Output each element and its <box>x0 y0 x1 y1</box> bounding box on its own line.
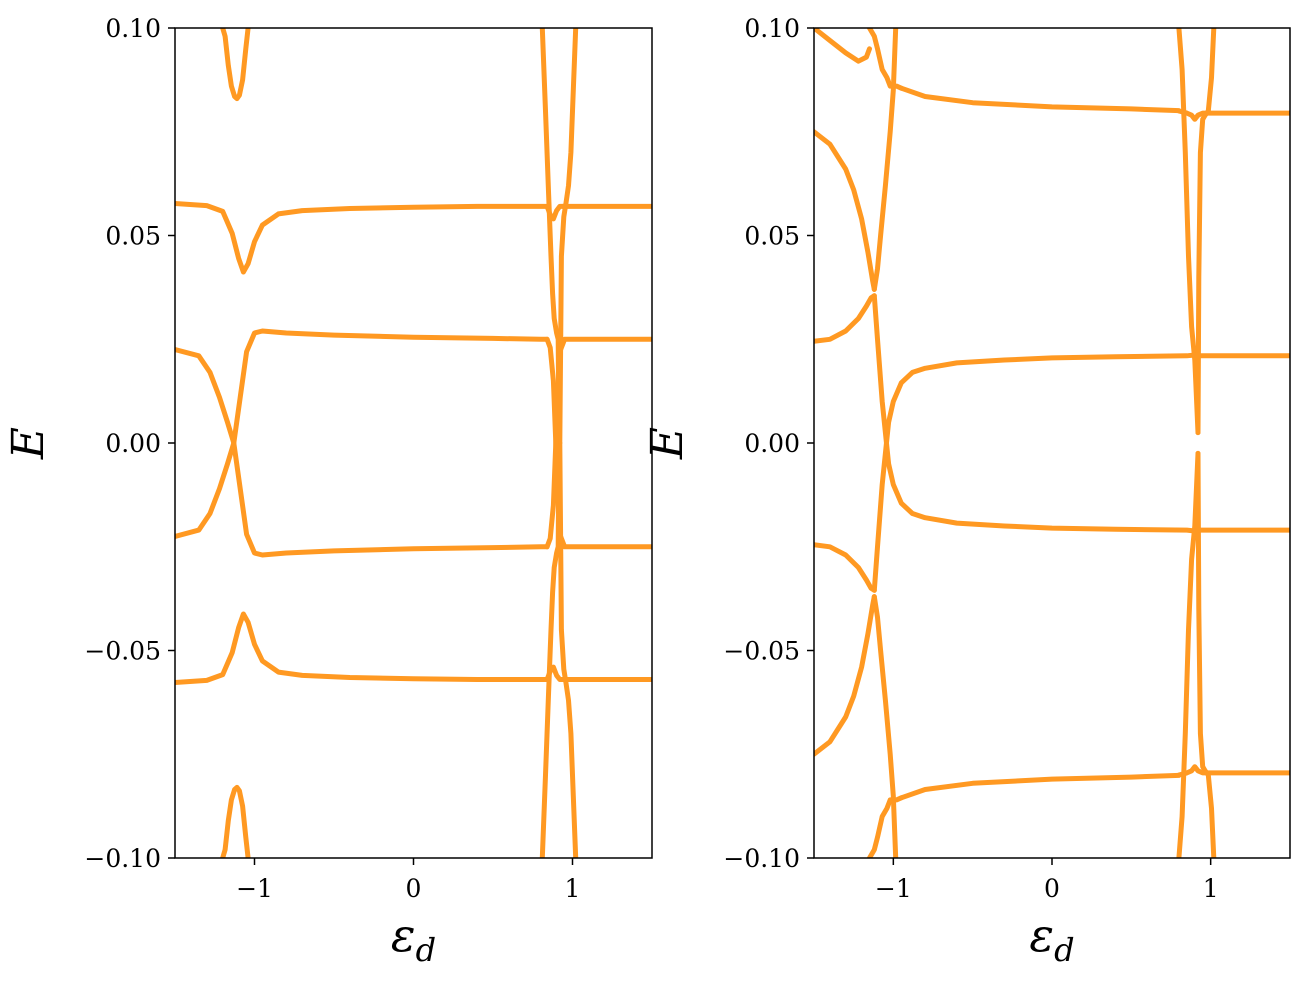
series-line-0 <box>175 347 550 558</box>
series-line-7 <box>814 542 877 593</box>
series-line-10 <box>871 594 899 858</box>
y-tick-label: 0.00 <box>105 429 161 458</box>
series-line-14 <box>1176 450 1201 858</box>
y-axis-label: E <box>3 427 54 460</box>
series-line-14 <box>544 336 652 550</box>
series-line-11 <box>898 772 1182 801</box>
y-tick-label: −0.05 <box>84 637 161 666</box>
series-line-2 <box>175 201 550 275</box>
x-tick-label: 0 <box>406 874 422 903</box>
series-line-4 <box>871 28 899 292</box>
y-tick-label: −0.10 <box>84 844 161 873</box>
series-line-11 <box>544 664 566 682</box>
series-line-8 <box>871 352 1198 593</box>
series-line-9 <box>814 594 877 757</box>
series-group <box>175 28 652 858</box>
series-line-17 <box>1176 108 1290 122</box>
series-line-7 <box>539 336 563 858</box>
y-tick-label: 0.05 <box>105 222 161 251</box>
series-line-3 <box>175 611 550 685</box>
series-line-6 <box>871 293 1198 534</box>
series-line-20 <box>1192 527 1290 534</box>
y-tick-label: 0.10 <box>744 14 800 43</box>
series-line-13 <box>1176 28 1201 436</box>
y-tick-label: 0.05 <box>744 222 800 251</box>
x-axis-label: εd <box>391 908 436 969</box>
y-axis-label: E <box>642 427 693 460</box>
series-line-5 <box>814 293 877 344</box>
series-line-19 <box>1192 352 1290 359</box>
series-line-0 <box>814 28 872 64</box>
x-tick-label: 1 <box>1203 874 1219 903</box>
series-group <box>814 28 1290 858</box>
series-line-3 <box>814 129 877 292</box>
series-line-1 <box>175 328 550 539</box>
series-line-12 <box>867 795 904 858</box>
x-tick-label: −1 <box>875 874 912 903</box>
series-line-6 <box>539 28 563 550</box>
left-panel: −1 0 1 −0.10 −0.05 0.00 0.05 0.10 εd E <box>3 14 653 969</box>
y-tick-label: −0.10 <box>723 844 800 873</box>
series-line-9 <box>557 440 579 858</box>
series-line-4 <box>220 28 251 102</box>
y-tick-label: 0.00 <box>744 429 800 458</box>
x-tick-label: −1 <box>236 874 273 903</box>
y-tick-label: 0.10 <box>105 14 161 43</box>
series-line-5 <box>220 784 251 858</box>
series-line-18 <box>1176 764 1290 778</box>
plot-frame <box>174 27 653 859</box>
right-panel: −1 0 1 −0.10 −0.05 0.00 0.05 0.10 εd E <box>642 14 1291 969</box>
series-line-8 <box>557 28 579 446</box>
series-line-15 <box>1195 28 1217 436</box>
x-tick-label: 0 <box>1044 874 1060 903</box>
series-line-10 <box>544 203 566 222</box>
x-tick-label: 1 <box>565 874 581 903</box>
y-tick-label: −0.05 <box>723 637 800 666</box>
series-line-16 <box>1195 450 1217 858</box>
series-line-2 <box>898 85 1182 114</box>
x-axis-label: εd <box>1029 908 1074 969</box>
series-line-15 <box>544 336 652 550</box>
